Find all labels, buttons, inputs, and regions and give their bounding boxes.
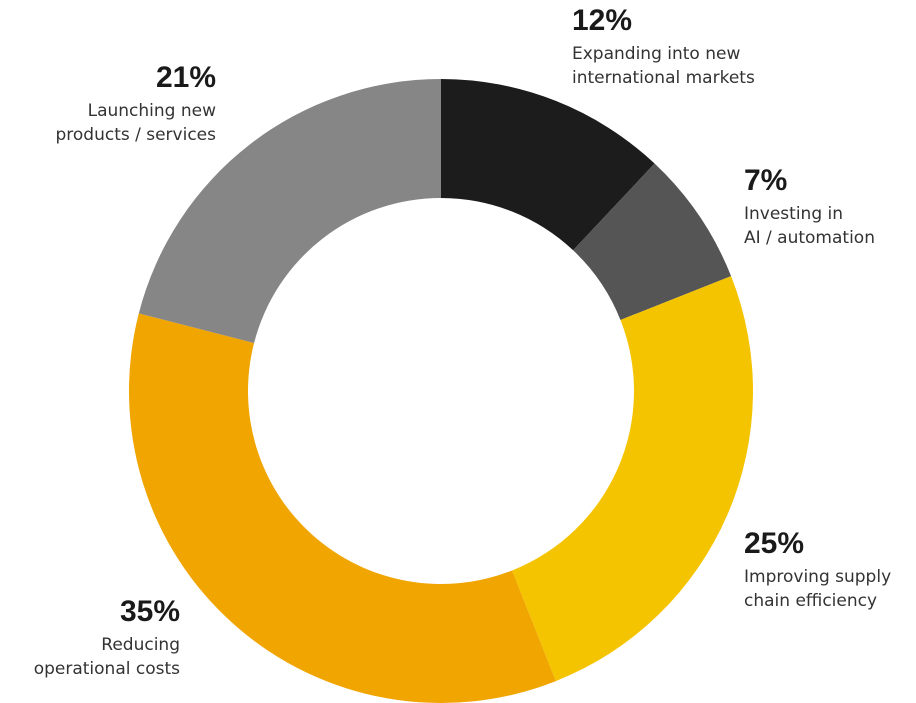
slice-name: Improving supply chain efficiency [744, 567, 892, 611]
slice-name: Investing in AI / automation [744, 204, 875, 248]
donut-slice-2 [512, 276, 753, 682]
donut-slice-1 [573, 163, 732, 320]
slice-percent: 7% [744, 164, 788, 197]
slice-percent: 12% [572, 4, 633, 37]
slice-name: Launching new products / services [55, 101, 216, 145]
donut-slice-3 [129, 313, 556, 703]
slice-label-expanding-markets: 12% Expanding into new international mar… [572, 6, 755, 90]
slice-name: Reducing operational costs [33, 635, 180, 679]
slice-percent: 25% [744, 527, 805, 560]
donut-slice-4 [138, 78, 441, 344]
donut-slice-0 [441, 79, 655, 251]
donut-slices [129, 78, 753, 703]
slice-label-supply-chain: 25% Improving supply chain efficiency [744, 529, 891, 613]
slice-percent: 35% [119, 595, 180, 628]
slice-label-new-products: 21% Launching new products / services [55, 63, 216, 147]
slice-label-ai-automation: 7% Investing in AI / automation [744, 166, 875, 250]
slice-percent: 21% [155, 61, 216, 94]
slice-label-operational-costs: 35% Reducing operational costs [34, 597, 180, 681]
slice-name: Expanding into new international markets [572, 44, 755, 88]
